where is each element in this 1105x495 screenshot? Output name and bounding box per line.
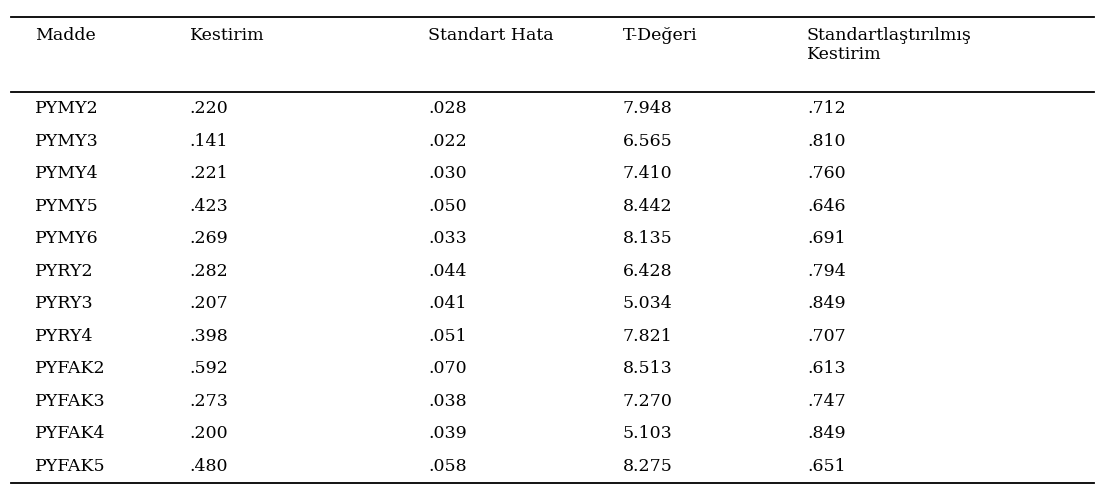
Text: 7.410: 7.410 <box>623 165 673 182</box>
Text: .282: .282 <box>190 263 229 280</box>
Text: .141: .141 <box>190 133 229 149</box>
Text: 5.103: 5.103 <box>623 426 673 443</box>
Text: PYMY3: PYMY3 <box>35 133 98 149</box>
Text: .051: .051 <box>428 328 466 345</box>
Text: .712: .712 <box>807 100 845 117</box>
Text: PYRY4: PYRY4 <box>35 328 94 345</box>
Text: .221: .221 <box>190 165 229 182</box>
Text: PYFAK5: PYFAK5 <box>35 458 105 475</box>
Text: .849: .849 <box>807 426 845 443</box>
Text: 6.565: 6.565 <box>623 133 673 149</box>
Text: PYMY6: PYMY6 <box>35 230 98 247</box>
Text: PYFAK4: PYFAK4 <box>35 426 105 443</box>
Text: .041: .041 <box>428 296 466 312</box>
Text: 7.948: 7.948 <box>623 100 673 117</box>
Text: .070: .070 <box>428 360 466 377</box>
Text: .039: .039 <box>428 426 466 443</box>
Text: .691: .691 <box>807 230 845 247</box>
Text: .794: .794 <box>807 263 845 280</box>
Text: 5.034: 5.034 <box>623 296 673 312</box>
Text: .207: .207 <box>190 296 229 312</box>
Text: .038: .038 <box>428 393 466 410</box>
Text: T-Değeri: T-Değeri <box>623 27 697 44</box>
Text: 8.442: 8.442 <box>623 198 673 215</box>
Text: Madde: Madde <box>35 27 96 44</box>
Text: 7.821: 7.821 <box>623 328 673 345</box>
Text: .058: .058 <box>428 458 466 475</box>
Text: .220: .220 <box>190 100 229 117</box>
Text: .849: .849 <box>807 296 845 312</box>
Text: .030: .030 <box>428 165 466 182</box>
Text: .760: .760 <box>807 165 845 182</box>
Text: Standartlaştırılmış
Kestirim: Standartlaştırılmış Kestirim <box>807 27 972 63</box>
Text: Kestirim: Kestirim <box>190 27 264 44</box>
Text: PYRY2: PYRY2 <box>35 263 94 280</box>
Text: .022: .022 <box>428 133 466 149</box>
Text: 8.513: 8.513 <box>623 360 673 377</box>
Text: .592: .592 <box>190 360 229 377</box>
Text: .423: .423 <box>190 198 229 215</box>
Text: .269: .269 <box>190 230 229 247</box>
Text: 7.270: 7.270 <box>623 393 673 410</box>
Text: 8.275: 8.275 <box>623 458 673 475</box>
Text: PYFAK2: PYFAK2 <box>35 360 105 377</box>
Text: .747: .747 <box>807 393 845 410</box>
Text: .200: .200 <box>190 426 229 443</box>
Text: .033: .033 <box>428 230 466 247</box>
Text: PYMY2: PYMY2 <box>35 100 98 117</box>
Text: 6.428: 6.428 <box>623 263 673 280</box>
Text: PYMY5: PYMY5 <box>35 198 98 215</box>
Text: .050: .050 <box>428 198 466 215</box>
Text: 8.135: 8.135 <box>623 230 673 247</box>
Text: .613: .613 <box>807 360 845 377</box>
Text: .646: .646 <box>807 198 845 215</box>
Text: PYFAK3: PYFAK3 <box>35 393 105 410</box>
Text: .480: .480 <box>190 458 229 475</box>
Text: .273: .273 <box>190 393 229 410</box>
Text: PYRY3: PYRY3 <box>35 296 94 312</box>
Text: PYMY4: PYMY4 <box>35 165 98 182</box>
Text: .707: .707 <box>807 328 845 345</box>
Text: .044: .044 <box>428 263 466 280</box>
Text: .398: .398 <box>190 328 229 345</box>
Text: .651: .651 <box>807 458 845 475</box>
Text: Standart Hata: Standart Hata <box>428 27 554 44</box>
Text: .810: .810 <box>807 133 845 149</box>
Text: .028: .028 <box>428 100 466 117</box>
